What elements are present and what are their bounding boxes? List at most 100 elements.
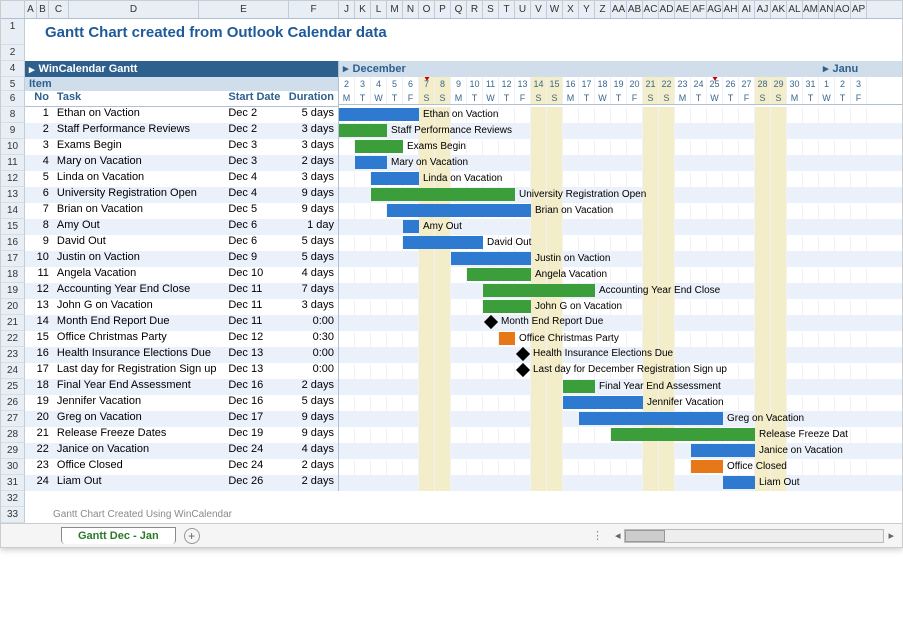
- col-header[interactable]: L: [371, 1, 387, 18]
- col-header[interactable]: K: [355, 1, 371, 18]
- col-header[interactable]: U: [515, 1, 531, 18]
- row-header[interactable]: 12: [1, 171, 25, 187]
- row-header[interactable]: 18: [1, 267, 25, 283]
- row-header[interactable]: 24: [1, 363, 25, 379]
- gantt-bar[interactable]: Jennifer Vacation: [563, 396, 643, 409]
- row-header[interactable]: 2: [1, 45, 25, 61]
- row-header[interactable]: 27: [1, 411, 25, 427]
- task-row[interactable]: 8Amy OutDec 61 day: [25, 219, 339, 235]
- col-header[interactable]: AF: [691, 1, 707, 18]
- row-header[interactable]: 9: [1, 123, 25, 139]
- add-sheet-button[interactable]: +: [184, 528, 200, 544]
- row-header[interactable]: 5: [1, 77, 25, 91]
- col-header[interactable]: D: [69, 1, 199, 18]
- row-header[interactable]: 14: [1, 203, 25, 219]
- task-row[interactable]: 1Ethan on VactionDec 25 days: [25, 107, 339, 123]
- task-row[interactable]: 23Office ClosedDec 242 days: [25, 459, 339, 475]
- row-header[interactable]: 28: [1, 427, 25, 443]
- col-header[interactable]: S: [483, 1, 499, 18]
- gantt-bar[interactable]: Exams Begin: [355, 140, 403, 153]
- gantt-bar[interactable]: Linda on Vacation: [371, 172, 419, 185]
- gantt-bar[interactable]: Ethan on Vaction: [339, 108, 419, 121]
- row-header[interactable]: 29: [1, 443, 25, 459]
- row-header[interactable]: 20: [1, 299, 25, 315]
- col-header[interactable]: T: [499, 1, 515, 18]
- task-row[interactable]: 4Mary on VacationDec 32 days: [25, 155, 339, 171]
- gantt-bar[interactable]: Greg on Vacation: [579, 412, 723, 425]
- row-header[interactable]: 16: [1, 235, 25, 251]
- gantt-bar[interactable]: Angela Vacation: [467, 268, 531, 281]
- row-header[interactable]: 17: [1, 251, 25, 267]
- col-header[interactable]: AM: [803, 1, 819, 18]
- gantt-bar[interactable]: Janice on Vacation: [691, 444, 755, 457]
- col-header[interactable]: J: [339, 1, 355, 18]
- task-row[interactable]: 16Health Insurance Elections DueDec 130:…: [25, 347, 339, 363]
- row-header[interactable]: 13: [1, 187, 25, 203]
- row-header[interactable]: 8: [1, 107, 25, 123]
- gantt-bar[interactable]: Office Christmas Party: [499, 332, 515, 345]
- task-row[interactable]: 24Liam OutDec 262 days: [25, 475, 339, 491]
- gantt-bar[interactable]: Final Year End Assessment: [563, 380, 595, 393]
- col-header[interactable]: Q: [451, 1, 467, 18]
- task-row[interactable]: 17Last day for Registration Sign upDec 1…: [25, 363, 339, 379]
- gantt-bar[interactable]: Liam Out: [723, 476, 755, 489]
- gantt-bar[interactable]: University Registration Open: [371, 188, 515, 201]
- col-header[interactable]: C: [49, 1, 69, 18]
- gantt-bar[interactable]: John G on Vacation: [483, 300, 531, 313]
- col-header[interactable]: AN: [819, 1, 835, 18]
- col-header[interactable]: AJ: [755, 1, 771, 18]
- sheet-tab[interactable]: Gantt Dec - Jan: [61, 527, 176, 544]
- col-header[interactable]: AP: [851, 1, 867, 18]
- task-row[interactable]: 19Jennifer VacationDec 165 days: [25, 395, 339, 411]
- task-row[interactable]: 6University Registration OpenDec 49 days: [25, 187, 339, 203]
- row-header[interactable]: 32: [1, 491, 25, 507]
- col-header[interactable]: AC: [643, 1, 659, 18]
- col-header[interactable]: W: [547, 1, 563, 18]
- row-header[interactable]: 25: [1, 379, 25, 395]
- gantt-bar[interactable]: Release Freeze Dat: [611, 428, 755, 441]
- task-row[interactable]: 3Exams BeginDec 33 days: [25, 139, 339, 155]
- row-header[interactable]: 1: [1, 19, 25, 45]
- col-header[interactable]: AB: [627, 1, 643, 18]
- row-header[interactable]: 19: [1, 283, 25, 299]
- gantt-bar[interactable]: Amy Out: [403, 220, 419, 233]
- col-header[interactable]: R: [467, 1, 483, 18]
- col-header[interactable]: AO: [835, 1, 851, 18]
- row-header[interactable]: 30: [1, 459, 25, 475]
- row-header[interactable]: 6: [1, 91, 25, 107]
- col-header[interactable]: Y: [579, 1, 595, 18]
- gantt-bar[interactable]: David Out: [403, 236, 483, 249]
- gantt-bar[interactable]: Staff Performance Reviews: [339, 124, 387, 137]
- col-header[interactable]: AD: [659, 1, 675, 18]
- task-row[interactable]: 20Greg on VacationDec 179 days: [25, 411, 339, 427]
- col-header[interactable]: AE: [675, 1, 691, 18]
- col-header[interactable]: V: [531, 1, 547, 18]
- row-header[interactable]: 23: [1, 347, 25, 363]
- task-row[interactable]: 5Linda on VacationDec 43 days: [25, 171, 339, 187]
- gantt-bar[interactable]: Accounting Year End Close: [483, 284, 595, 297]
- task-row[interactable]: 2Staff Performance ReviewsDec 23 days: [25, 123, 339, 139]
- row-header[interactable]: 26: [1, 395, 25, 411]
- row-header[interactable]: 4: [1, 61, 25, 77]
- col-header[interactable]: AA: [611, 1, 627, 18]
- row-header[interactable]: 10: [1, 139, 25, 155]
- col-header[interactable]: E: [199, 1, 289, 18]
- task-row[interactable]: 18Final Year End AssessmentDec 162 days: [25, 379, 339, 395]
- col-header[interactable]: AL: [787, 1, 803, 18]
- gantt-bar[interactable]: Mary on Vacation: [355, 156, 387, 169]
- col-header[interactable]: A: [25, 1, 37, 18]
- col-header[interactable]: AK: [771, 1, 787, 18]
- task-row[interactable]: 10Justin on VactionDec 95 days: [25, 251, 339, 267]
- row-header[interactable]: 21: [1, 315, 25, 331]
- col-header[interactable]: O: [419, 1, 435, 18]
- gantt-bar[interactable]: Brian on Vacation: [387, 204, 531, 217]
- gantt-bar[interactable]: Justin on Vaction: [451, 252, 531, 265]
- task-row[interactable]: 11Angela VacationDec 104 days: [25, 267, 339, 283]
- task-row[interactable]: 14Month End Report DueDec 110:00: [25, 315, 339, 331]
- task-row[interactable]: 9David OutDec 65 days: [25, 235, 339, 251]
- gantt-bar[interactable]: Office Closed: [691, 460, 723, 473]
- col-header[interactable]: X: [563, 1, 579, 18]
- row-header[interactable]: 15: [1, 219, 25, 235]
- row-header[interactable]: 31: [1, 475, 25, 491]
- row-header[interactable]: 33: [1, 507, 25, 523]
